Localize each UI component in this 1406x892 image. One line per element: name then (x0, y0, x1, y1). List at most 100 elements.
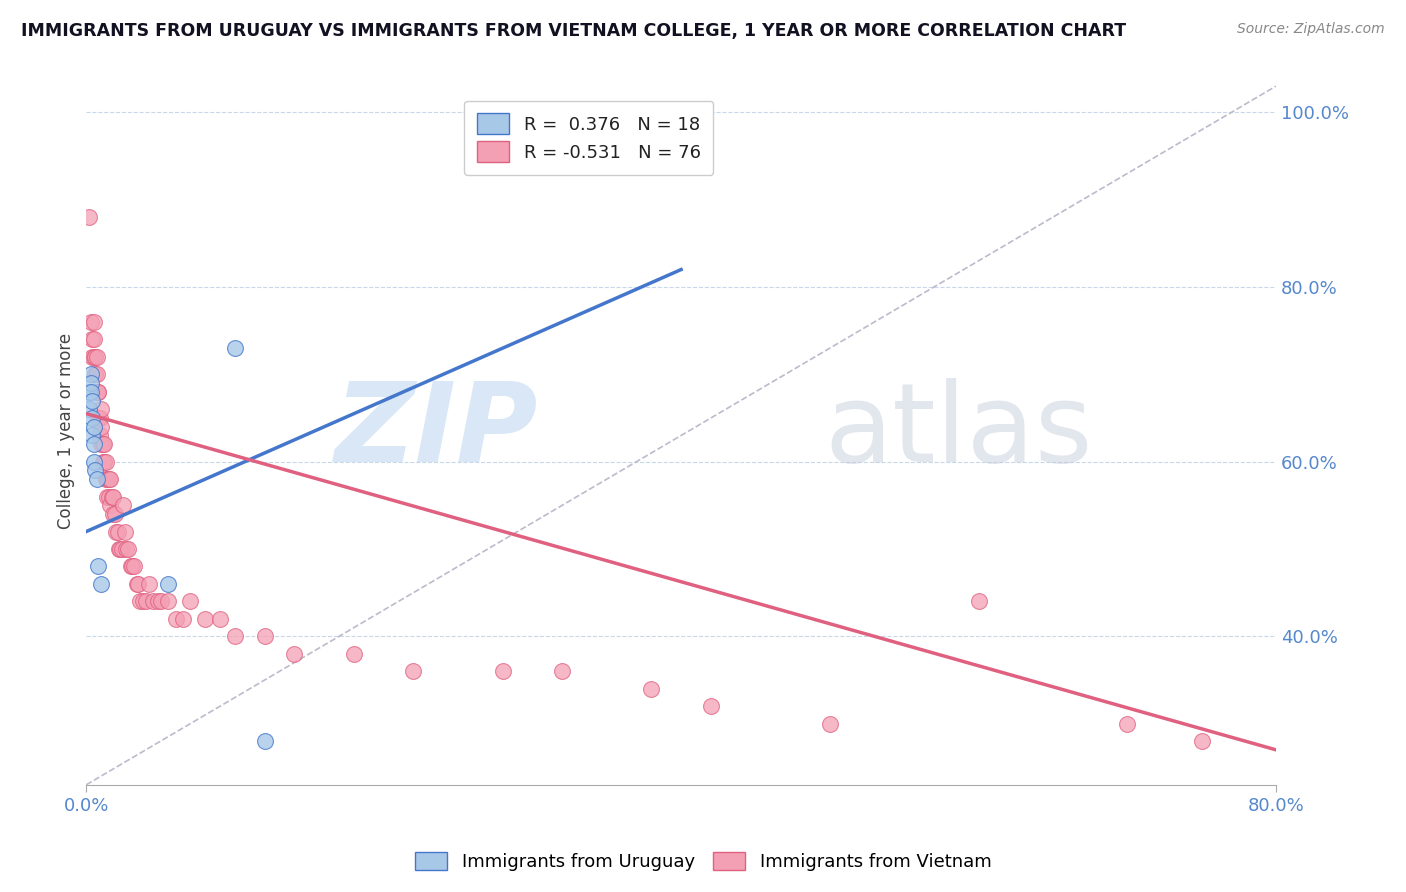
Point (108, 541, 131, 556)
Point (86, 350, 108, 364)
Point (82, 411, 104, 425)
Point (90, 437, 112, 451)
Point (1191, 734, 1213, 748)
Point (77, 402, 100, 417)
Point (105, 524, 128, 539)
Point (97, 472, 120, 486)
Point (101, 507, 124, 521)
Point (343, 647, 366, 661)
Point (83, 455, 105, 469)
Point (700, 699, 723, 714)
Point (157, 577, 180, 591)
Point (87, 559, 110, 574)
Point (149, 594, 172, 608)
Point (132, 594, 155, 608)
Point (112, 499, 135, 513)
Y-axis label: College, 1 year or more: College, 1 year or more (58, 333, 75, 529)
Text: Source: ZipAtlas.com: Source: ZipAtlas.com (1237, 22, 1385, 37)
Point (967, 594, 990, 608)
Point (87, 411, 110, 425)
Point (283, 647, 305, 661)
Point (172, 612, 194, 626)
Point (84, 368, 107, 382)
Point (80, 384, 103, 399)
Point (121, 559, 143, 574)
Point (179, 594, 201, 608)
Point (80, 315, 103, 329)
Point (90, 419, 112, 434)
Point (83, 437, 105, 451)
Point (86, 472, 108, 486)
Point (77, 384, 100, 399)
Point (84, 350, 107, 364)
Point (86, 384, 108, 399)
Point (157, 594, 180, 608)
Point (122, 559, 145, 574)
Point (142, 594, 165, 608)
Point (84, 463, 107, 477)
Point (138, 577, 160, 591)
Point (77, 210, 100, 224)
Point (80, 376, 103, 390)
Point (402, 665, 425, 679)
Point (818, 716, 841, 731)
Point (117, 541, 139, 556)
Point (91, 437, 114, 451)
Point (107, 524, 129, 539)
Point (83, 315, 105, 329)
Point (97, 490, 120, 504)
Point (93, 437, 115, 451)
Point (86, 368, 108, 382)
Point (90, 577, 112, 591)
Point (115, 541, 138, 556)
Point (128, 594, 150, 608)
Point (100, 490, 122, 504)
Text: ZIP: ZIP (335, 377, 538, 484)
Point (89, 428, 111, 442)
Point (114, 524, 136, 539)
Point (96, 472, 118, 486)
Point (146, 594, 169, 608)
Point (98, 499, 121, 513)
Point (89, 411, 111, 425)
Point (94, 472, 117, 486)
Point (82, 333, 104, 347)
Point (91, 455, 114, 469)
Point (165, 612, 187, 626)
Point (94, 455, 117, 469)
Text: IMMIGRANTS FROM URUGUAY VS IMMIGRANTS FROM VIETNAM COLLEGE, 1 YEAR OR MORE CORRE: IMMIGRANTS FROM URUGUAY VS IMMIGRANTS FR… (21, 22, 1126, 40)
Point (253, 734, 276, 748)
Point (640, 681, 662, 696)
Legend: Immigrants from Uruguay, Immigrants from Vietnam: Immigrants from Uruguay, Immigrants from… (408, 845, 998, 879)
Point (125, 577, 148, 591)
Point (110, 541, 132, 556)
Point (127, 577, 149, 591)
Point (87, 384, 110, 399)
Text: atlas: atlas (824, 377, 1092, 484)
Point (98, 472, 121, 486)
Point (103, 507, 125, 521)
Point (87, 384, 110, 399)
Point (551, 665, 574, 679)
Point (194, 612, 217, 626)
Point (93, 455, 115, 469)
Point (96, 490, 118, 504)
Point (224, 629, 246, 643)
Point (82, 393, 104, 408)
Point (90, 402, 112, 417)
Point (111, 541, 134, 556)
Point (82, 350, 104, 364)
Point (83, 350, 105, 364)
Point (83, 419, 105, 434)
Point (80, 368, 103, 382)
Legend: R =  0.376   N = 18, R = -0.531   N = 76: R = 0.376 N = 18, R = -0.531 N = 76 (464, 101, 713, 175)
Point (492, 665, 515, 679)
Point (224, 341, 246, 355)
Point (82, 428, 104, 442)
Point (101, 490, 124, 504)
Point (209, 612, 232, 626)
Point (120, 559, 142, 574)
Point (253, 629, 276, 643)
Point (83, 333, 105, 347)
Point (135, 594, 157, 608)
